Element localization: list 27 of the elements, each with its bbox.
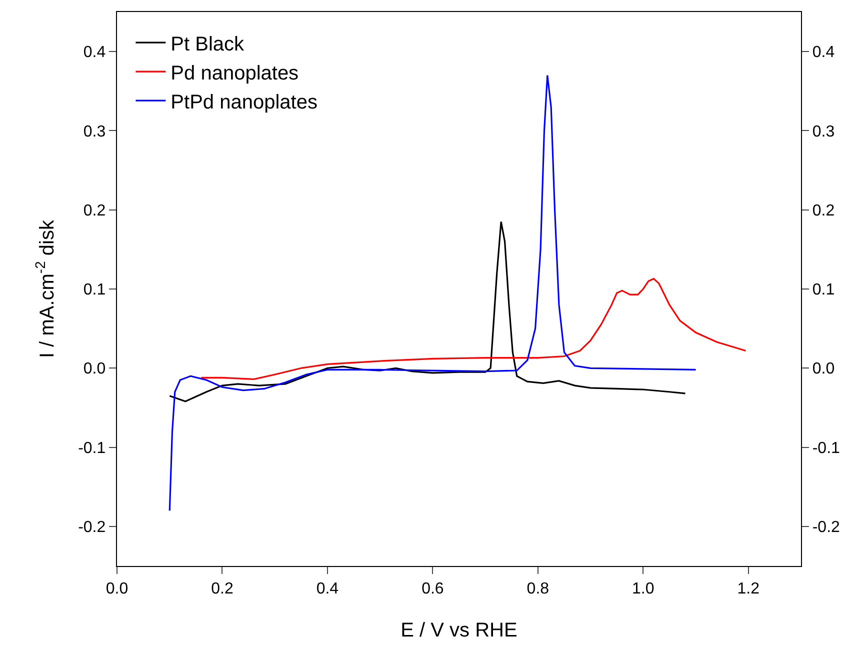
y-tick-label: 0.1: [83, 282, 106, 299]
line-series: [200, 278, 747, 380]
x-axis-title: E / V vs RHE: [400, 619, 518, 642]
legend-label: Pt Black: [170, 33, 246, 56]
y-tick-label: 0.3: [83, 123, 106, 140]
y2-tick-label: 0.3: [812, 123, 835, 140]
y2-tick-label: -0.1: [812, 440, 840, 457]
y2-tick-label: 0.0: [812, 360, 835, 378]
y-tick-label: -0.1: [78, 440, 106, 457]
y-tick-label: -0.2: [78, 519, 106, 536]
x-tick-label: 0.2: [211, 580, 234, 598]
line-series: [168, 220, 686, 402]
x-tick-label: 1.0: [632, 580, 654, 598]
legend-label: PtPd nanoplates: [170, 91, 318, 114]
y-tick-label: 0.2: [83, 202, 106, 220]
x-tick-label: 1.2: [737, 580, 760, 598]
x-tick-label: 0.6: [422, 580, 444, 598]
y2-tick-label: -0.2: [812, 519, 840, 536]
legend-label: Pd nanoplates: [170, 62, 299, 84]
y-tick-label: 0.0: [83, 360, 106, 378]
x-tick-label: 0.8: [526, 580, 550, 598]
y2-tick-label: 0.4: [812, 44, 835, 62]
y2-tick-label: 0.2: [812, 202, 835, 220]
y-tick-label: 0.4: [83, 44, 106, 62]
x-tick-label: 0.0: [106, 580, 128, 598]
x-tick-label: 0.4: [316, 580, 339, 598]
y2-tick-label: 0.1: [812, 282, 835, 299]
